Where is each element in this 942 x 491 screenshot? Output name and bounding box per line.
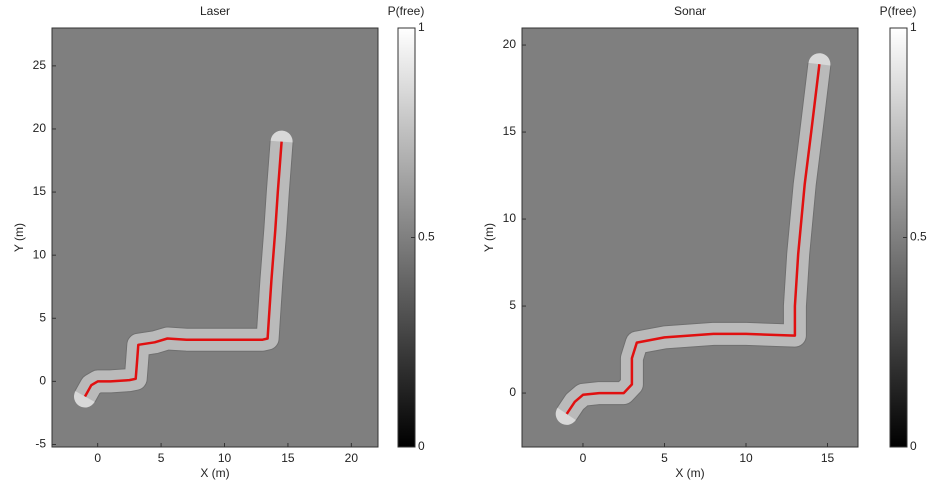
x-tick-label: 5 — [661, 451, 668, 465]
colorbar-tick-label: 1 — [910, 20, 917, 34]
colorbar-tick-label: 0.5 — [418, 230, 435, 244]
x-tick-label: 15 — [821, 451, 835, 465]
y-tick-label: 0 — [509, 385, 516, 399]
x-tick-label: 20 — [345, 451, 359, 465]
y-tick-label: 20 — [33, 121, 47, 135]
y-tick-label: 0 — [39, 374, 46, 388]
chart-title: Laser — [200, 4, 230, 18]
plot-frame — [51, 27, 379, 448]
x-tick-label: 0 — [580, 451, 587, 465]
y-axis-label: Y (m) — [12, 223, 26, 252]
y-tick-label: 15 — [33, 184, 47, 198]
y-tick-label: 5 — [39, 310, 46, 324]
y-tick-label: 25 — [33, 58, 47, 72]
x-tick-label: 10 — [739, 451, 753, 465]
x-tick-label: 5 — [158, 451, 165, 465]
colorbar-tick-label: 0.5 — [910, 230, 927, 244]
colorbar-tick-label: 0 — [418, 439, 425, 453]
colorbar-tick-label: 0 — [910, 439, 917, 453]
plot-frame — [521, 27, 859, 448]
x-axis-label: X (m) — [675, 466, 704, 480]
x-tick-label: 10 — [218, 451, 232, 465]
y-tick-label: 5 — [509, 298, 516, 312]
trajectory — [565, 64, 821, 415]
x-tick-label: 0 — [94, 451, 101, 465]
colorbar-label: P(free) — [388, 4, 425, 18]
colorbar-label: P(free) — [880, 4, 917, 18]
y-tick-label: 15 — [503, 124, 517, 138]
y-tick-label: -5 — [35, 437, 46, 451]
y-tick-label: 20 — [503, 37, 517, 51]
y-tick-label: 10 — [33, 247, 47, 261]
x-axis-label: X (m) — [200, 466, 229, 480]
y-axis-label: Y (m) — [482, 223, 496, 252]
x-tick-label: 15 — [281, 451, 295, 465]
chart-title: Sonar — [674, 4, 706, 18]
y-tick-label: 10 — [503, 211, 517, 225]
colorbar-tick-label: 1 — [418, 20, 425, 34]
trajectory — [83, 141, 283, 398]
